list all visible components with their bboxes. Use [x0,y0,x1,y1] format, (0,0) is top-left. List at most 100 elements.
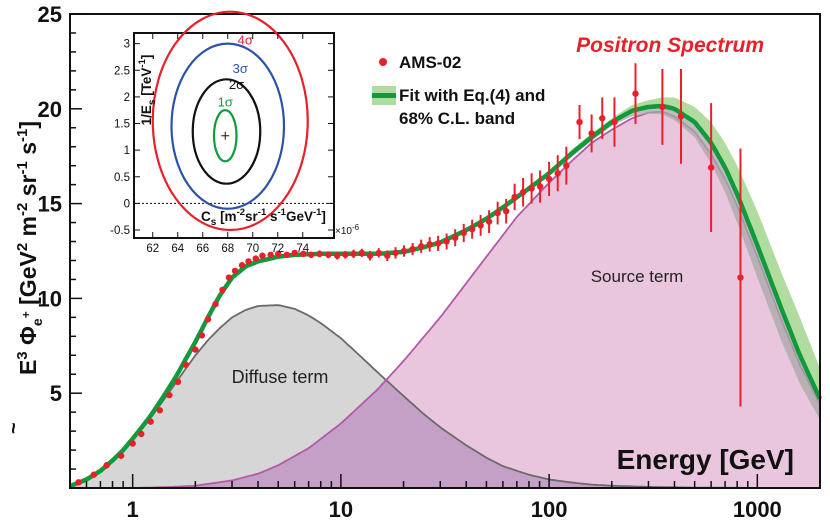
plot-frame [69,13,821,489]
inset-xlabel-close: ] [321,209,326,224]
data-point [283,251,291,258]
contour-label: 4σ [238,33,253,48]
data-point [375,249,382,257]
data-point [426,241,433,248]
data-point [502,207,510,215]
y-label-phi-sup: + [19,311,33,318]
legend-fit-label-line2: 68% C.L. band [399,109,515,128]
inset-multiplier-exp: -6 [352,223,360,232]
data-point [166,391,173,399]
contour-label: 2σ [229,77,244,92]
y-label-sr: sr [15,174,41,202]
data-point [417,243,425,250]
data-point [138,430,145,438]
diffuse-term-label: Diffuse term [232,367,329,387]
inset-x-multiplier: ×10-6 [335,223,360,237]
data-point [219,286,226,294]
data-point [129,440,136,447]
data-point [494,209,501,217]
data-point [300,250,307,258]
x-tick-label: 1000 [733,497,782,522]
y-tick-label: 10 [38,286,62,311]
x-tick-label: 10 [329,497,353,522]
data-point [75,479,82,486]
contour-4-sigma [151,10,309,232]
data-point [316,250,323,258]
inset-ylabel-close: ] [139,55,154,60]
inset-y-tick-label: 0.5 [114,172,130,184]
data-point [117,452,125,459]
data-point [198,332,206,339]
source-term-label: Source term [591,267,684,286]
data-point [225,274,233,281]
inset-x-tick-label: 64 [171,243,184,255]
inset-y-tick-label: 2.5 [114,65,130,77]
diffuse-term-area [70,305,820,488]
x-axis-label: Energy [GeV] [617,444,794,475]
data-point [334,252,341,259]
data-point [677,113,685,120]
data-point [545,175,553,183]
chart-title: Positron Spectrum [576,34,764,57]
data-point [659,103,666,111]
data-point [409,245,416,253]
y-tick-label: 5 [50,381,62,406]
y-tick-label: 25 [38,2,62,27]
data-point [259,252,266,259]
data-point [443,238,450,245]
data-point [536,183,544,190]
data-point [204,316,212,323]
svg-text:E3 Φe+ [GeV2 m-2 sr-1 s-1]: E3 Φe+ [GeV2 m-2 sr-1 s-1] [14,121,45,375]
data-point [477,222,484,229]
data-point [238,262,246,269]
legend-fit-label-line1: Fit with Eq.(4) and [399,86,545,105]
data-point [325,251,332,258]
y-label-close: ] [15,121,41,129]
contour-1-sigma [212,109,238,163]
y-label-e-exp: 3 [14,351,31,359]
y-label-units: [GeV [15,251,41,312]
contour-2-sigma [191,78,262,185]
data-point [632,90,639,97]
inset-xlabel-c: C [201,209,211,224]
data-point [485,218,493,225]
data-point [460,229,467,237]
overlap-area [132,380,820,488]
inset-xlabel-e2: -1 [258,207,267,218]
y-label-exp4: -1 [14,129,31,142]
data-point [554,170,561,177]
data-point [156,407,164,414]
y-label-tilde: ~ [3,422,25,434]
data-point [366,252,374,259]
y-label-s: s [15,142,41,161]
inset-y-tick-label: 1.5 [114,119,130,131]
inset-x-axis-label: Cs [m-2sr-1 s-1GeV-1] [201,207,326,228]
data-point [307,251,315,258]
y-tick-label: 15 [38,192,62,217]
data-point [599,115,606,122]
contour-3-sigma [170,42,286,210]
inset-xlabel-sr: sr [245,209,259,224]
data-point [707,164,715,171]
data-point [231,267,239,275]
inset-xlabel-e1: -2 [237,207,245,218]
data-point [245,258,252,265]
source-term-area [132,111,820,488]
inset-multiplier-base: ×10 [335,226,352,237]
inset-xlabel-e3: -1 [278,207,287,218]
data-point [576,118,583,126]
inset-xlabel-s: s [266,209,277,224]
inset-y-tick-label: 3 [124,39,130,51]
data-point [528,185,535,192]
data-point [468,225,476,233]
inset-ylabel-one: 1/E [139,105,154,125]
data-point [563,162,570,169]
inset-y-tick-label: 1 [124,145,130,157]
data-point [384,252,391,259]
data-point [252,255,259,262]
inset-x-tick-label: 62 [146,243,159,255]
inset-xlabel-sub: s [211,217,217,228]
